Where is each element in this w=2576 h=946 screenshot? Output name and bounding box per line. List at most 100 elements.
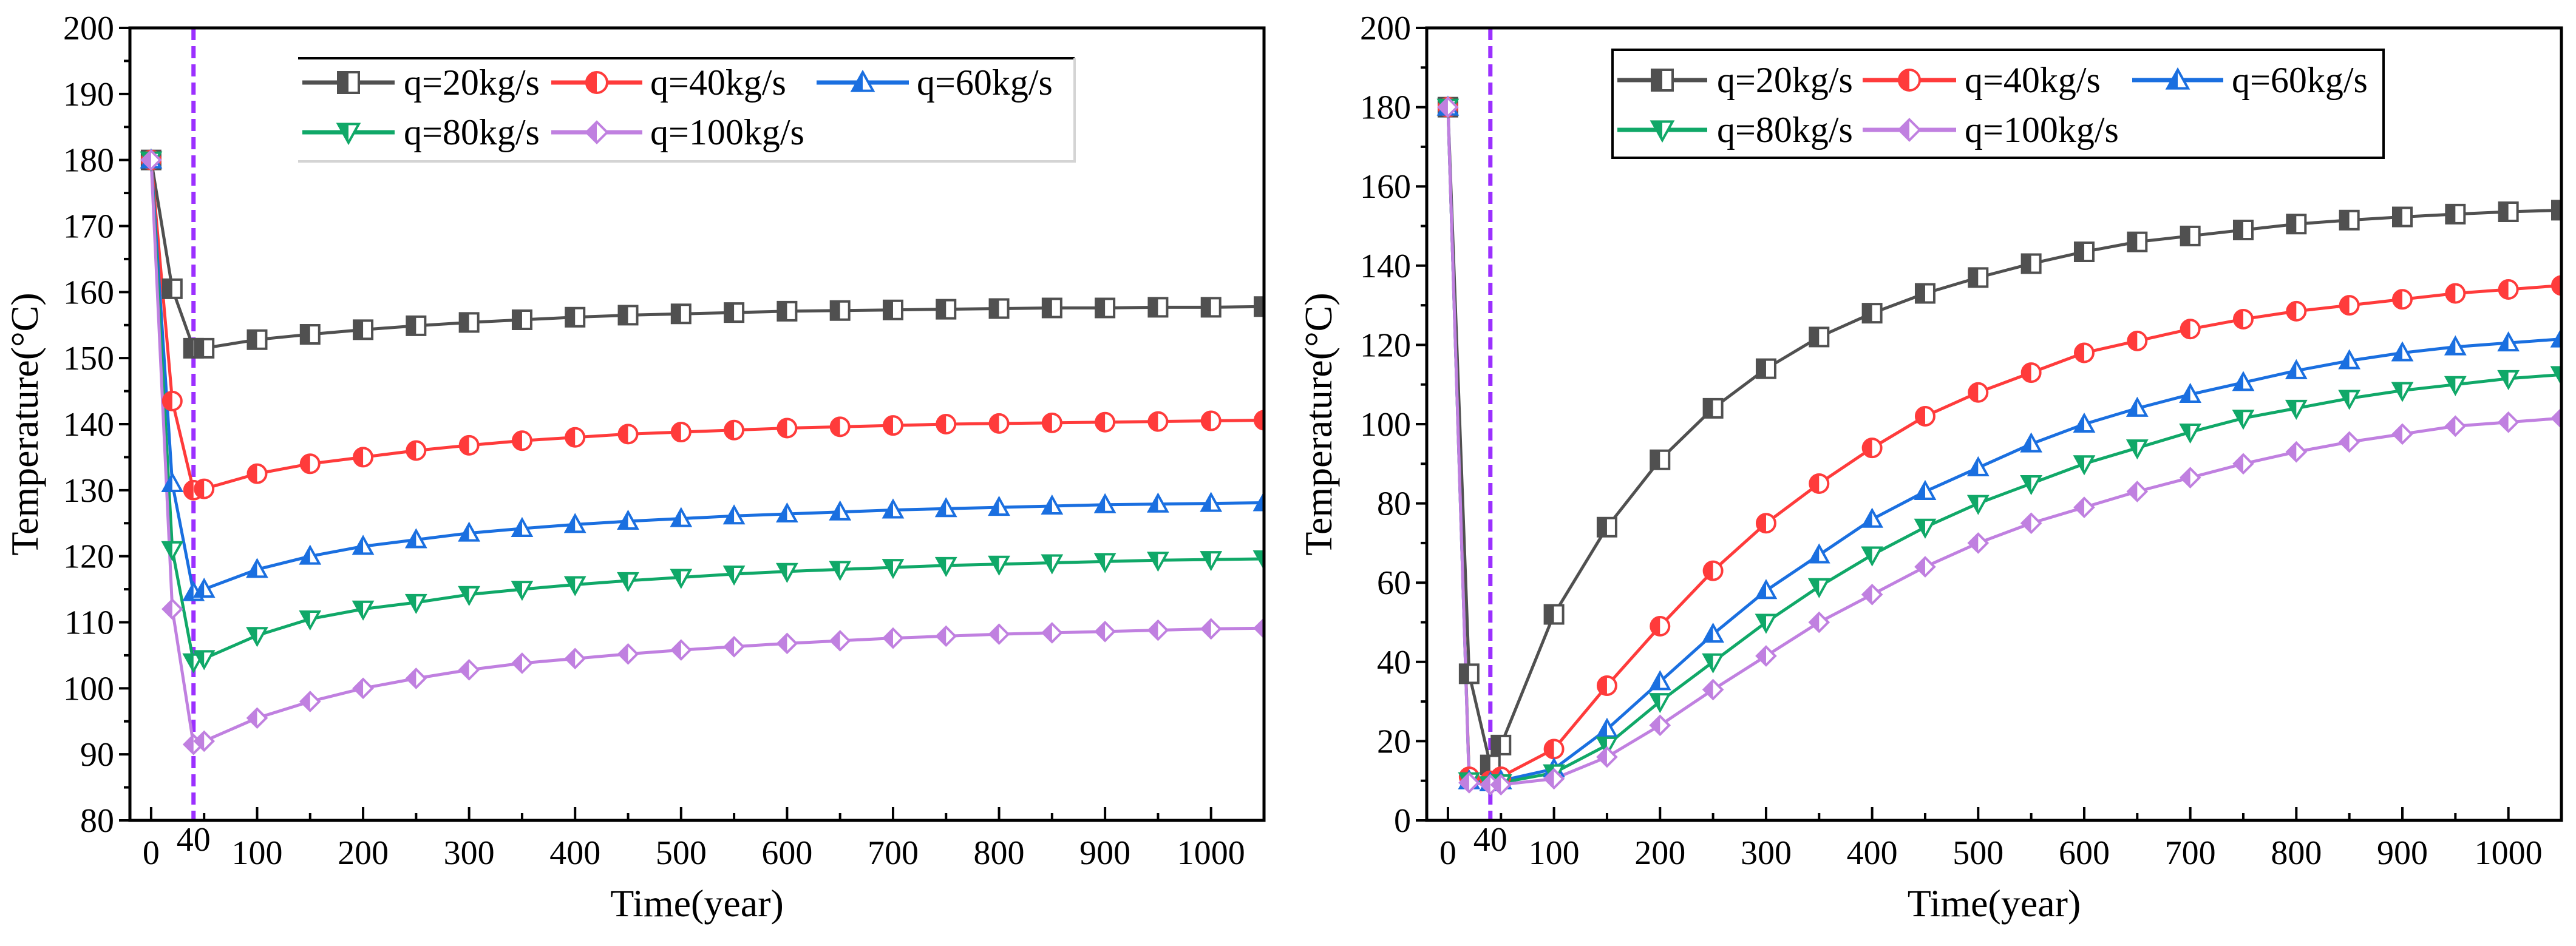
data-point-triangle-down [882, 559, 905, 579]
y-tick-label: 110 [64, 604, 114, 642]
data-point-triangle-down-outline [2020, 475, 2043, 496]
legend-item: q=80kg/s [302, 112, 540, 152]
data-point-triangle-down [1755, 613, 1778, 634]
data-point-diamond-outline [1253, 617, 1264, 640]
data-point-triangle-down [829, 561, 852, 581]
data-point-circle [1543, 738, 1565, 760]
data-point-diamond-outline [161, 598, 183, 620]
data-point-circle-outline [1253, 410, 1264, 431]
data-point-square-fill [301, 325, 310, 343]
data-point-square-fill [1149, 298, 1158, 317]
data-point-triangle-down [2073, 455, 2096, 476]
data-point-triangle-down [1093, 553, 1116, 573]
data-point-diamond-outline [2179, 467, 2201, 488]
data-point-diamond-fill [990, 625, 999, 644]
data-point-diamond [988, 623, 1010, 645]
data-point-square-fill [184, 339, 194, 357]
data-point-triangle-down [458, 586, 481, 606]
data-point-square-outline [936, 299, 957, 320]
data-point-circle-outline [194, 478, 215, 499]
data-point-triangle-up [1807, 543, 1830, 564]
data-point-triangle-up [299, 544, 322, 565]
data-point-circle-outline [511, 430, 532, 451]
data-point-triangle-down-outline [1252, 550, 1264, 571]
data-point-diamond [2232, 453, 2254, 475]
data-point-diamond [352, 677, 374, 700]
y-axis-title: Temperature(°C) [1297, 292, 1340, 555]
y-tick-label: 100 [63, 670, 114, 708]
data-point-triangle-up [2126, 396, 2149, 417]
data-point-diamond-outline [511, 652, 533, 674]
data-point-square [1702, 397, 1724, 419]
data-point-triangle-down [1807, 578, 1830, 598]
data-point-diamond-fill [1492, 775, 1501, 794]
data-point-circle [1755, 513, 1776, 534]
data-point-diamond-outline [352, 677, 374, 700]
data-point-triangle-down-outline [2444, 376, 2467, 396]
data-point-triangle-down [1041, 554, 1064, 575]
data-point-circle-outline [1861, 438, 1883, 459]
data-point-diamond-fill [2393, 425, 2402, 444]
data-point-diamond [2179, 467, 2201, 488]
data-point-triangle-up [1147, 492, 1169, 513]
data-point-square [2127, 231, 2148, 252]
data-point-square [829, 300, 851, 321]
data-point-triangle-up [2020, 432, 2043, 453]
legend-item: q=40kg/s [1863, 60, 2101, 100]
data-point-square-outline [670, 303, 692, 325]
data-point-square [1861, 303, 1883, 324]
y-tick-label: 120 [1360, 326, 1411, 364]
data-point-circle-outline [2498, 279, 2519, 300]
legend-marker-circle-outline [1897, 69, 1922, 92]
y-tick-label: 150 [63, 340, 114, 377]
data-point-triangle-up [1093, 493, 1116, 513]
y-tick-label: 160 [63, 274, 114, 311]
y-tick-label: 120 [63, 538, 114, 576]
data-point-diamond-fill [1756, 647, 1766, 666]
data-point-diamond-outline [1458, 772, 1480, 794]
legend-label: q=60kg/s [917, 63, 1053, 103]
series-line-q=20kg/s [149, 160, 1264, 350]
data-point-triangle-up-outline [2338, 349, 2361, 370]
data-point-circle-outline [777, 417, 798, 439]
data-point-triangle-up-outline [563, 513, 586, 533]
data-point-triangle-down-outline [2338, 390, 2361, 410]
data-point-triangle-up-outline [458, 521, 481, 542]
legend-marker-diamond-outline [1897, 118, 1922, 142]
data-point-triangle-up [458, 521, 481, 542]
legend-marker-square-outline [337, 71, 360, 94]
data-point-circle-outline [1702, 560, 1724, 581]
data-point-diamond [617, 643, 639, 665]
data-point-diamond [405, 667, 427, 689]
legend-marker-square [1651, 69, 1674, 92]
data-point-circle-outline [1968, 382, 1989, 403]
data-point-circle [724, 419, 745, 441]
data-point-circle [406, 440, 427, 461]
data-point-square-outline [988, 298, 1010, 319]
data-point-triangle-up [1252, 491, 1264, 512]
legend-label: q=80kg/s [1717, 110, 1853, 150]
data-point-triangle-up-outline [404, 528, 427, 549]
data-point-triangle-down [563, 576, 586, 596]
data-point-triangle-up [161, 471, 184, 492]
data-point-triangle-up [1648, 670, 1671, 691]
data-point-circle-outline [617, 424, 639, 445]
data-point-diamond-outline [405, 667, 427, 689]
data-point-diamond-outline [2020, 512, 2042, 535]
data-point-circle [829, 416, 851, 438]
legend-item: q=20kg/s [302, 63, 540, 103]
data-point-diamond-outline [2232, 453, 2254, 475]
data-point-diamond-fill [1704, 680, 1713, 699]
data-point-square [2073, 241, 2095, 262]
data-point-diamond-outline [1861, 583, 1883, 606]
legend-item: q=100kg/s [1863, 110, 2119, 150]
data-point-square-outline [1968, 267, 1989, 288]
data-point-triangle-down [2179, 424, 2202, 444]
data-point-square-fill [2446, 204, 2456, 223]
data-point-square-outline [2180, 225, 2201, 246]
data-point-circle-outline [1543, 738, 1565, 760]
data-point-triangle-up [617, 509, 639, 530]
data-point-triangle-up-outline [2126, 396, 2149, 417]
data-point-diamond-fill [195, 732, 205, 751]
legend-marker-triangle-up [2165, 67, 2190, 90]
